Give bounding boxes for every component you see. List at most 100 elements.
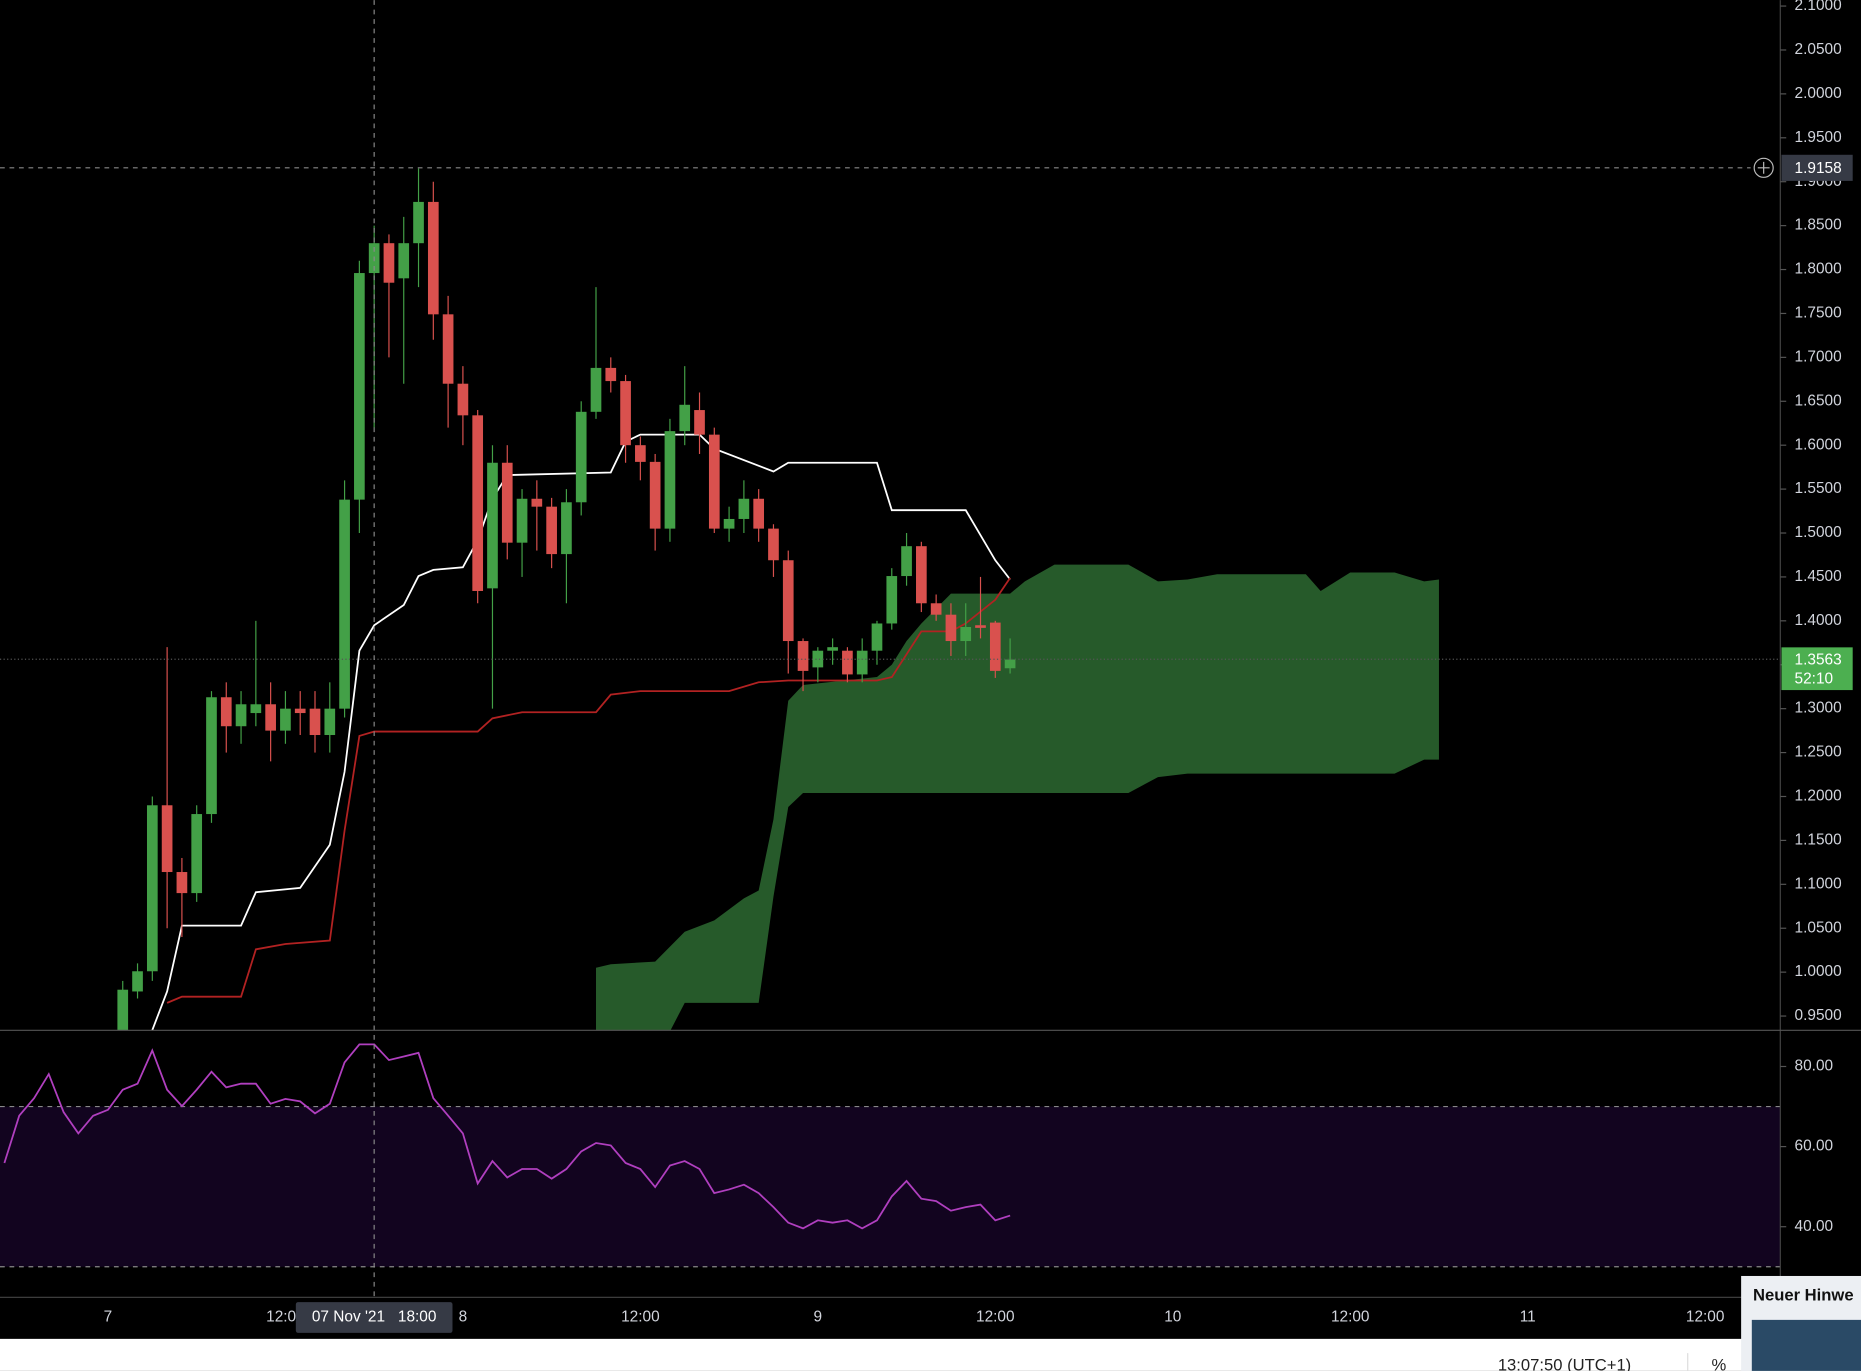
x-tick-label: 12:00	[1331, 1309, 1370, 1326]
last-price-box	[1781, 647, 1853, 691]
candle-body	[561, 502, 572, 555]
y-tick-label: 80.00	[1795, 1058, 1834, 1075]
y-tick-label: 1.4000	[1795, 612, 1842, 629]
candle-body	[487, 462, 498, 589]
x-tick-group: 12:00	[976, 1309, 1015, 1326]
candle-body	[235, 704, 247, 727]
candle-body	[753, 498, 765, 529]
candle-body	[827, 647, 838, 651]
candle-body	[620, 381, 631, 446]
candle-body	[191, 814, 203, 894]
y-tick-label: 1.5000	[1795, 524, 1842, 541]
candle-body	[206, 697, 217, 815]
rsi-band	[0, 1106, 1781, 1267]
candle-body	[649, 461, 661, 529]
y-tick-label: 1.0000	[1795, 963, 1842, 980]
clock[interactable]: 13:07:50 (UTC+1)	[1498, 1356, 1631, 1371]
add-alert-icon	[1757, 161, 1770, 174]
x-tick-group: 12:00	[621, 1309, 660, 1326]
y-tick-label: 1.8500	[1795, 217, 1842, 234]
indicator-line	[166, 577, 1011, 1004]
x-tick-group: 7	[104, 1309, 113, 1326]
candle-body	[871, 623, 883, 651]
x-tick-label: 7	[104, 1309, 113, 1326]
add-alert-button	[1753, 157, 1774, 178]
candle-body	[768, 528, 779, 561]
candle-body	[398, 243, 410, 279]
crosshair-time-label: 07 Nov '21 18:00	[312, 1309, 437, 1326]
candle-body	[176, 872, 188, 894]
notification-thumbnail	[1751, 1319, 1861, 1371]
ichimoku-cloud	[595, 564, 1439, 1031]
y-tick-label: 1.1000	[1795, 875, 1842, 892]
candle-body	[886, 576, 898, 624]
last-price-label: 1.3563	[1795, 651, 1842, 668]
x-tick-group: 12:00	[1331, 1309, 1370, 1326]
y-tick-label: 1.3000	[1795, 700, 1842, 717]
candle-body	[250, 704, 262, 714]
status-bar	[0, 1338, 1861, 1371]
candle-body	[723, 518, 735, 529]
candle-body	[531, 498, 543, 507]
candle-body	[161, 805, 173, 873]
crosshair-time-box	[295, 1302, 453, 1333]
candle-body	[782, 560, 794, 642]
y-tick-label: 40.00	[1795, 1218, 1834, 1235]
y-tick-label: 1.4500	[1795, 568, 1842, 585]
candle-body	[324, 708, 336, 736]
candle-body	[472, 415, 484, 591]
candle-body	[679, 404, 691, 432]
candle-body	[146, 805, 158, 972]
candle-body	[457, 383, 469, 416]
y-tick-label: 1.6000	[1795, 436, 1842, 453]
candle-body	[930, 603, 942, 615]
candle-body	[901, 546, 912, 577]
candle-body	[635, 445, 646, 462]
x-tick-group: 10	[1164, 1309, 1181, 1326]
y-tick-label: 0.9500	[1795, 1007, 1842, 1024]
y-tick-label: 1.7500	[1795, 305, 1842, 322]
candle-body	[916, 546, 927, 604]
candle-body	[812, 650, 824, 668]
candle-body	[427, 201, 439, 315]
candle-body	[294, 708, 306, 714]
y-tick-label: 1.6500	[1795, 392, 1842, 409]
candle-body	[664, 431, 676, 529]
y-tick-label: 1.0500	[1795, 919, 1842, 936]
x-tick-group: 8	[459, 1309, 468, 1326]
x-tick-group: 9	[814, 1309, 823, 1326]
y-tick-label: 1.9500	[1795, 129, 1842, 146]
crosshair-price-box	[1781, 154, 1853, 181]
y-tick-label: 60.00	[1795, 1138, 1834, 1155]
candle-body	[694, 410, 705, 435]
candle-body	[605, 367, 617, 382]
candle-body	[383, 243, 395, 283]
rsi-line	[3, 1043, 1011, 1230]
candle-body	[220, 697, 232, 727]
candle-body	[354, 273, 365, 500]
y-tick-label: 1.2500	[1795, 744, 1842, 761]
y-tick-label: 1.1500	[1795, 831, 1842, 848]
candle-body	[975, 625, 986, 628]
candle-body	[413, 201, 424, 244]
y-tick-label: 2.0500	[1795, 41, 1842, 58]
candle-body	[590, 367, 602, 412]
labels: 12:00 11 12:00 10 12:00 9 12:00 8 12:00 7 0.9500 1.…	[104, 0, 1853, 1333]
x-tick-group: 12:00	[1686, 1309, 1725, 1326]
notification-title: Neuer Hinwe	[1753, 1286, 1854, 1305]
x-tick-label: 11	[1520, 1309, 1536, 1326]
percent-toggle[interactable]: %	[1711, 1356, 1726, 1371]
candle-body	[960, 626, 972, 642]
candle-body	[501, 462, 513, 543]
candle-body	[516, 498, 528, 543]
y-tick-label: 1.5500	[1795, 480, 1842, 497]
candle-body	[132, 971, 143, 992]
bar-countdown: 52:10	[1795, 670, 1834, 687]
candle-body	[442, 314, 454, 384]
candle-body	[280, 708, 291, 731]
candle-body	[546, 506, 557, 555]
x-tick-label: 10	[1164, 1309, 1181, 1326]
candle-body	[265, 704, 276, 731]
